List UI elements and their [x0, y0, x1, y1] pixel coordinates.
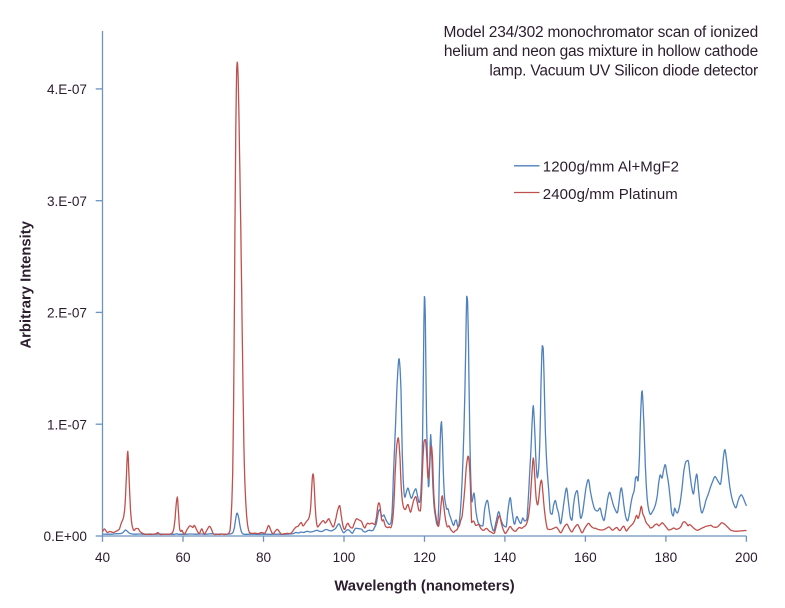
- svg-text:60: 60: [175, 550, 191, 565]
- svg-text:2400g/mm Platinum: 2400g/mm Platinum: [543, 186, 678, 203]
- svg-text:120: 120: [413, 550, 436, 565]
- svg-text:lamp. Vacuum UV Silicon diode: lamp. Vacuum UV Silicon diode detector: [489, 62, 758, 79]
- svg-text:40: 40: [95, 550, 111, 565]
- svg-text:Wavelength (nanometers): Wavelength (nanometers): [334, 579, 514, 595]
- svg-text:200: 200: [735, 550, 758, 565]
- svg-text:Arbitrary Intensity: Arbitrary Intensity: [19, 220, 35, 348]
- svg-text:0.E+00: 0.E+00: [44, 529, 88, 544]
- svg-text:160: 160: [574, 550, 597, 565]
- svg-text:100: 100: [333, 550, 356, 565]
- svg-text:80: 80: [256, 550, 272, 565]
- svg-text:180: 180: [655, 550, 678, 565]
- svg-text:3.E-07: 3.E-07: [47, 194, 87, 209]
- svg-text:140: 140: [494, 550, 517, 565]
- svg-text:helium and neon gas mixture in: helium and neon gas mixture in hollow ca…: [444, 43, 758, 60]
- svg-text:2.E-07: 2.E-07: [47, 306, 87, 321]
- svg-text:1.E-07: 1.E-07: [47, 417, 87, 432]
- svg-text:4.E-07: 4.E-07: [47, 82, 87, 97]
- svg-text:Model 234/302 monochromator sc: Model 234/302 monochromator scan of ioni…: [443, 24, 758, 41]
- svg-text:1200g/mm Al+MgF2: 1200g/mm Al+MgF2: [543, 159, 679, 176]
